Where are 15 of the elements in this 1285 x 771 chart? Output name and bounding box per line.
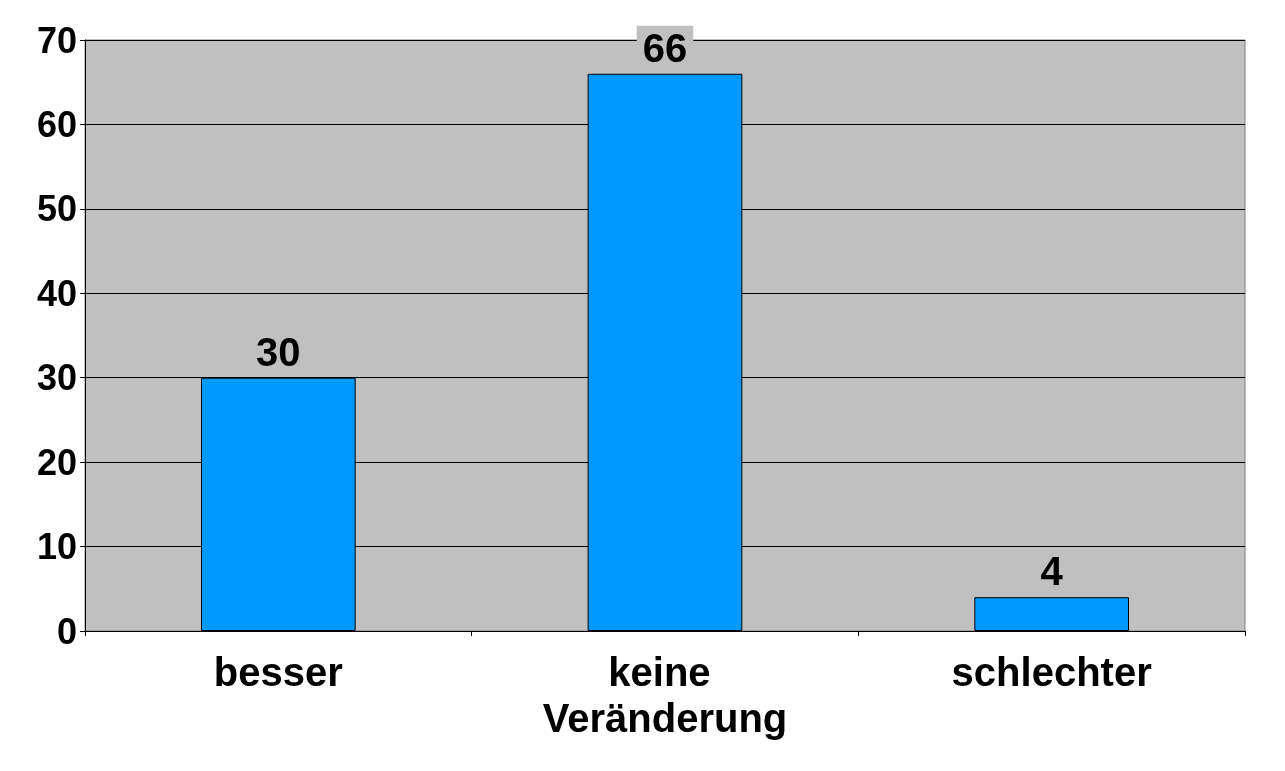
y-tick-label: 70 (36, 19, 77, 61)
x-tick-label: keine Veränderung (542, 650, 788, 740)
data-label: 30 (256, 329, 301, 374)
y-tick-label: 50 (36, 188, 77, 230)
y-tick-label: 30 (36, 357, 77, 399)
bar (974, 597, 1129, 631)
x-tick-label: besser (213, 650, 343, 694)
y-tick-label: 10 (36, 526, 77, 568)
x-tick-label: schlechter (951, 650, 1152, 694)
y-tick-label: 20 (36, 441, 77, 483)
y-tick-label: 60 (36, 103, 77, 145)
y-tick-label: 40 (36, 272, 77, 314)
y-tick-label: 0 (56, 610, 77, 652)
data-label: 4 (1040, 549, 1064, 594)
data-label: 66 (642, 25, 688, 70)
